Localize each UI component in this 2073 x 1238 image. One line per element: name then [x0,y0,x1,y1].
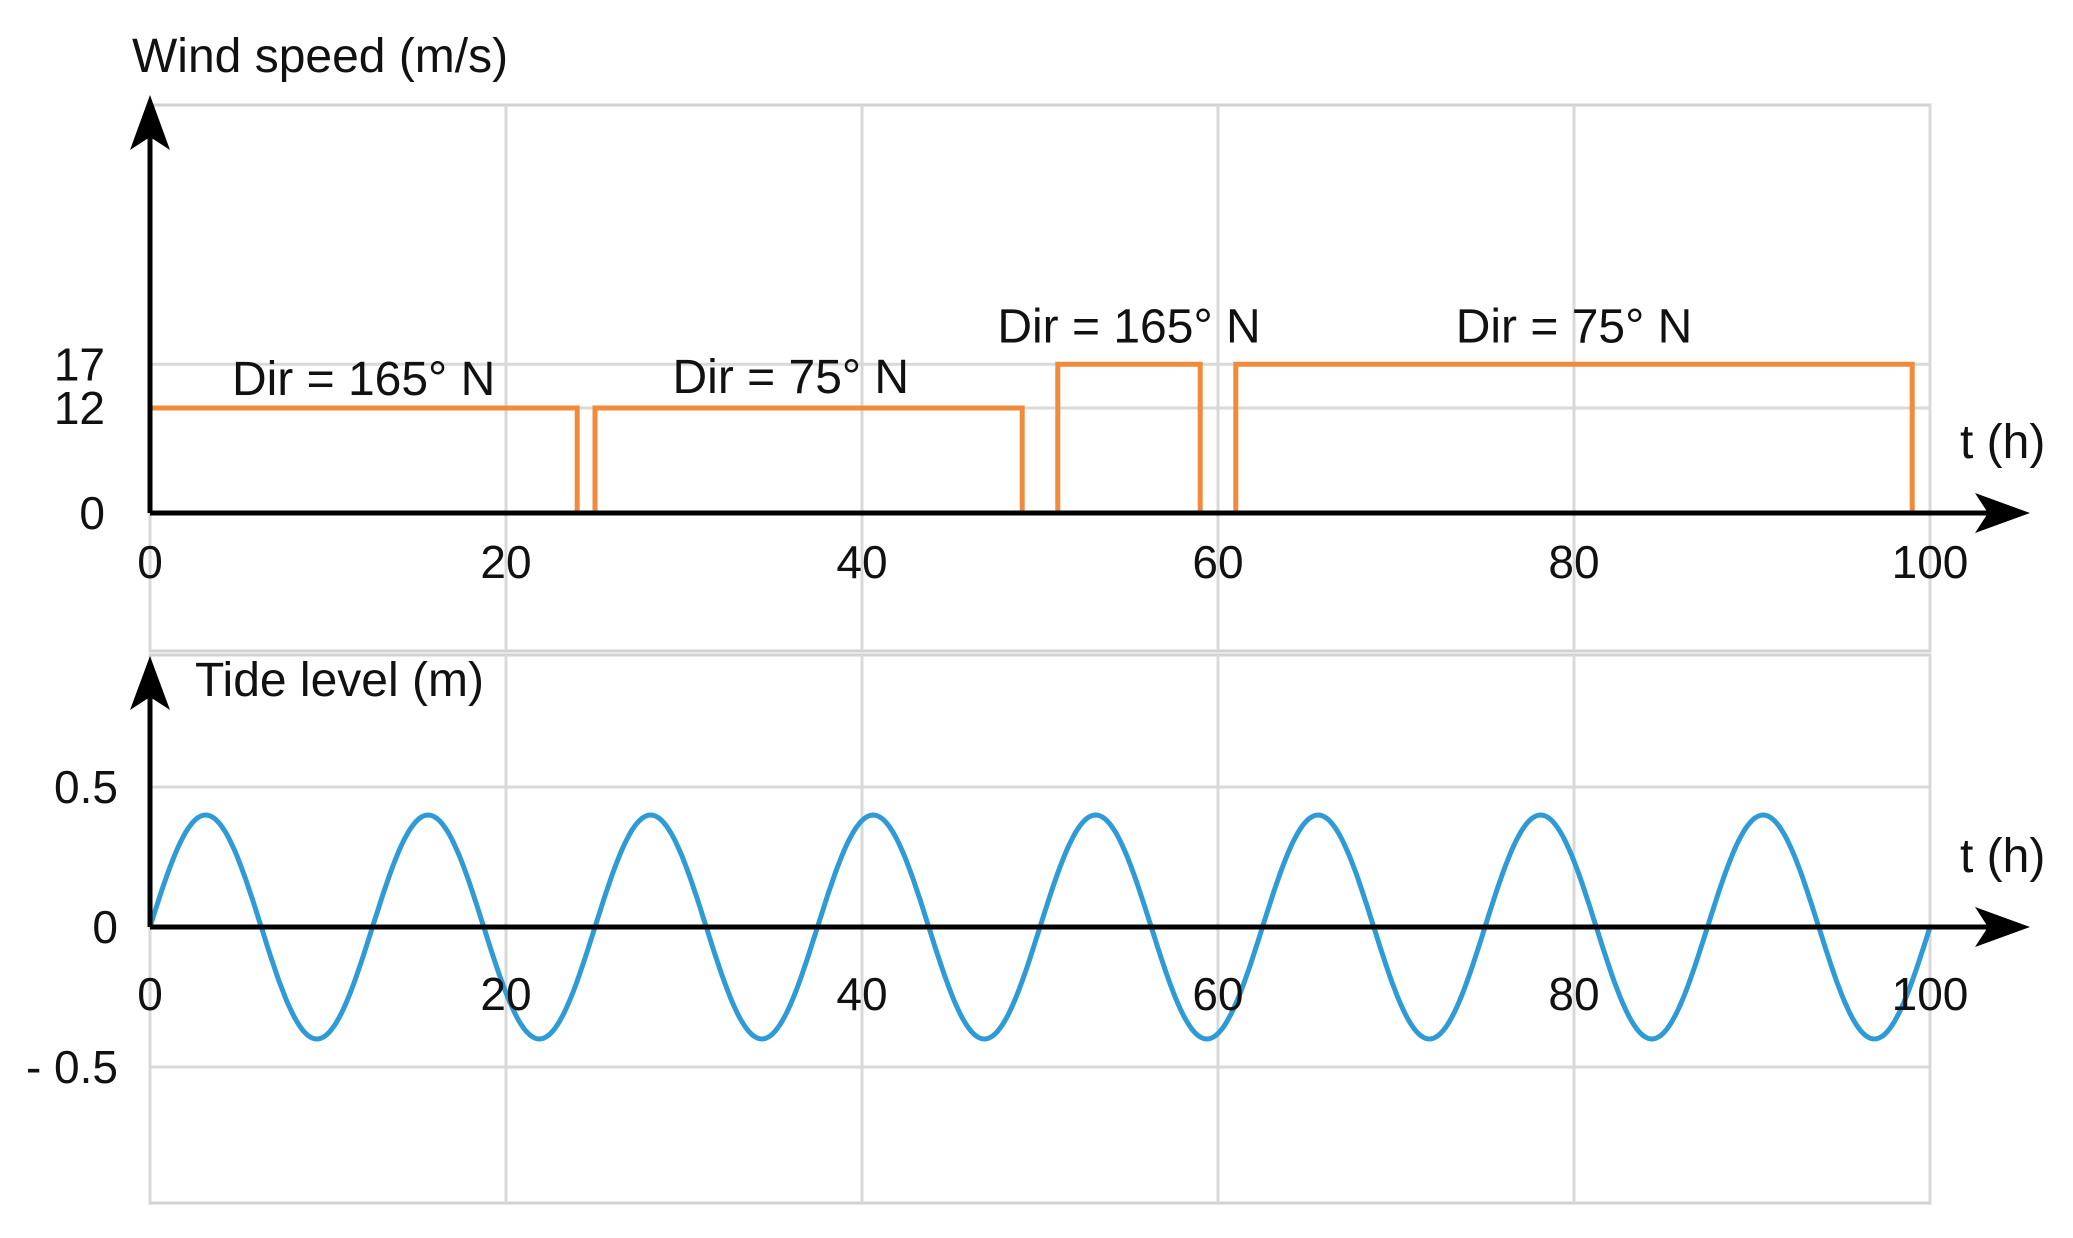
wind-x-tick-label: 20 [480,536,531,588]
tide-y-tick-label: 0 [92,901,118,953]
wind-axes [130,95,2030,533]
wind-y-tick-label: 12 [54,382,105,434]
wind-direction-annotation: Dir = 75° N [672,351,909,404]
tide-y-axis-arrow [130,656,170,710]
tide-x-tick-label: 100 [1892,968,1969,1020]
wind-annotations: Dir = 165° N Dir = 75° N Dir = 165° N Dir =… [232,300,1692,406]
tide-x-tick-label: 0 [137,968,163,1020]
tide-axes [130,656,2030,947]
wind-x-tick-label: 100 [1892,536,1969,588]
tide-level-panel: 0 20 40 60 80 100 0.5 0 - 0.5 Tide level (m) t (… [26,653,2045,1205]
tide-y-axis-label: Tide level (m) [195,654,484,707]
tide-x-tick-label: 80 [1548,968,1599,1020]
wind-x-tick-label: 0 [137,536,163,588]
wind-y-tick-label: 0 [79,487,105,539]
tide-x-tick-label: 60 [1192,968,1243,1020]
wind-y-axis-arrow [130,95,170,150]
wind-x-tick-label: 80 [1548,536,1599,588]
wind-y-axis-label: Wind speed (m/s) [132,30,508,83]
wind-direction-annotation: Dir = 165° N [997,300,1260,353]
wind-direction-annotation: Dir = 75° N [1456,300,1693,353]
wind-direction-annotation: Dir = 165° N [232,353,495,406]
tide-x-tick-label: 20 [480,968,531,1020]
wind-y-tick-label: 17 [54,338,105,390]
tide-tick-labels: 0 20 40 60 80 100 0.5 0 - 0.5 [26,761,1968,1093]
tide-y-tick-label: 0.5 [54,761,118,813]
wind-x-axis-label: t (h) [1960,416,2045,469]
wind-x-tick-label: 40 [836,536,887,588]
tide-x-axis-arrow [1975,907,2030,947]
wind-x-axis-arrow [1975,493,2030,533]
wind-x-tick-label: 60 [1192,536,1243,588]
tide-y-tick-label: - 0.5 [26,1041,118,1093]
tide-x-axis-label: t (h) [1960,830,2045,883]
tide-x-tick-label: 40 [836,968,887,1020]
